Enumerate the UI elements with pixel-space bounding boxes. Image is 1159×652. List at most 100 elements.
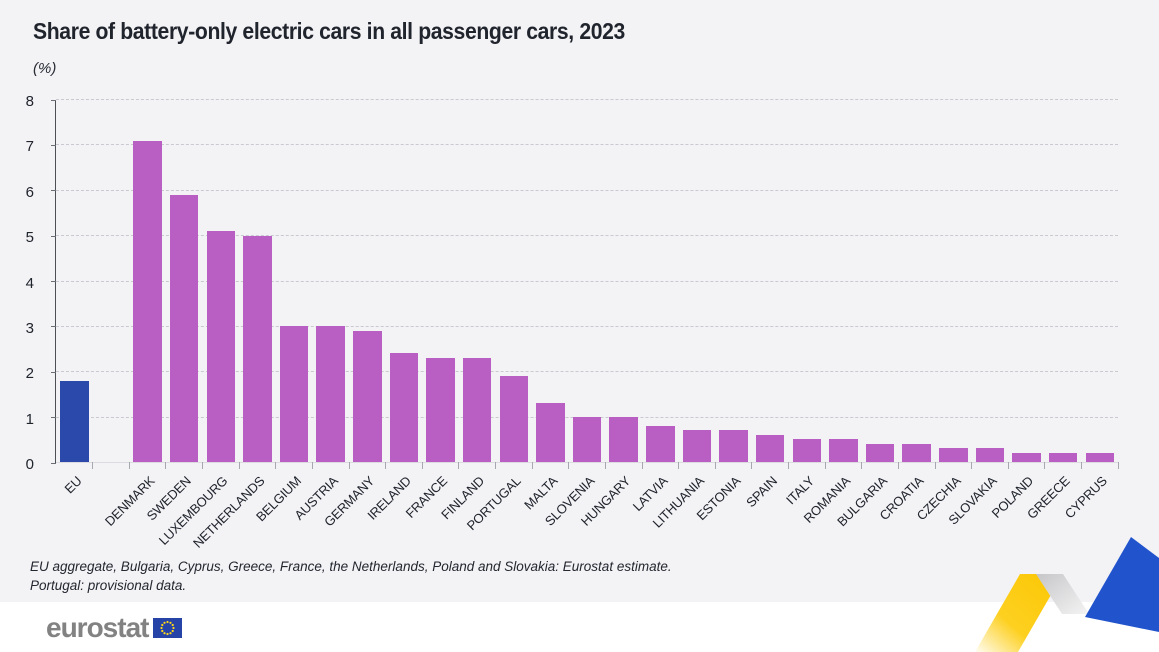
y-axis-tick-label: 6 bbox=[25, 183, 34, 201]
gridline bbox=[56, 99, 1118, 100]
eurostat-logo-text: eurostat bbox=[46, 612, 149, 643]
bar-eu[interactable] bbox=[60, 380, 89, 462]
bar-slot: FINLAND bbox=[438, 100, 496, 522]
footnote-line: EU aggregate, Bulgaria, Cyprus, Greece, … bbox=[30, 559, 672, 574]
x-axis-label: EU bbox=[61, 473, 85, 497]
y-axis-tick bbox=[51, 417, 56, 419]
bar-slot: ESTONIA bbox=[694, 100, 752, 523]
ribbon-gray-fold bbox=[1036, 574, 1089, 614]
y-axis-tick-label: 5 bbox=[25, 229, 34, 247]
bar-greece[interactable] bbox=[1048, 452, 1078, 462]
bar-slot: BULGARIA bbox=[834, 100, 899, 529]
y-axis-tick-label: 0 bbox=[25, 456, 34, 473]
bar-luxembourg[interactable] bbox=[206, 231, 236, 462]
bar-ireland[interactable] bbox=[389, 353, 419, 462]
bar-croatia[interactable] bbox=[902, 443, 931, 462]
bar-slot: FRANCE bbox=[403, 100, 459, 521]
footnote-line: Portugal: provisional data. bbox=[30, 578, 187, 593]
bar-poland[interactable] bbox=[1012, 452, 1041, 462]
bar-cyprus[interactable] bbox=[1085, 452, 1115, 462]
eurostat-trend-ribbon-graphic bbox=[975, 537, 1159, 652]
bar-slot: BELGIUM bbox=[253, 100, 313, 524]
y-axis-tick bbox=[51, 462, 56, 464]
bar-slot: MALTA bbox=[521, 100, 569, 512]
bar-slot: POLAND bbox=[989, 100, 1045, 521]
x-axis-label: ITALY bbox=[782, 473, 817, 508]
gridline bbox=[56, 189, 1118, 191]
bars-row: EU DENMARK SWEDEN LUXEMBOURG NETHERLANDS BELG… bbox=[56, 100, 1119, 551]
bar-france[interactable] bbox=[426, 357, 455, 462]
y-axis-tick-label: 7 bbox=[25, 138, 34, 156]
eurostat-logo[interactable]: eurostat bbox=[46, 612, 183, 643]
eu-flag-stars bbox=[160, 620, 176, 636]
bar-slovakia[interactable] bbox=[975, 448, 1005, 462]
bar-estonia[interactable] bbox=[719, 430, 748, 462]
bar-slot: DENMARK bbox=[102, 100, 166, 529]
y-axis-tick bbox=[51, 190, 56, 192]
bar-portugal[interactable] bbox=[499, 376, 529, 462]
bar-czechia[interactable] bbox=[939, 448, 968, 462]
bar-germany[interactable] bbox=[353, 330, 382, 462]
ribbon-blue-band bbox=[1085, 537, 1159, 632]
bar-slot: HUNGARY bbox=[578, 100, 643, 529]
gridline bbox=[56, 280, 1118, 282]
bar-slot: GERMANY bbox=[321, 100, 386, 529]
y-axis-tick bbox=[51, 235, 56, 237]
y-axis-tick-label: 8 bbox=[25, 93, 34, 110]
footer-strip bbox=[0, 602, 1159, 652]
y-axis-tick-label: 3 bbox=[25, 319, 34, 337]
y-axis-tick bbox=[51, 144, 56, 146]
bar-slot: ROMANIA bbox=[801, 100, 862, 526]
gridline bbox=[56, 235, 1118, 237]
bar-slot: SWEDEN bbox=[144, 100, 203, 523]
y-axis-tick bbox=[51, 281, 56, 282]
bar-romania[interactable] bbox=[829, 439, 858, 462]
footnotes: EU aggregate, Bulgaria, Cyprus, Greece, … bbox=[30, 557, 672, 595]
bar-slot: CZECHIA bbox=[913, 100, 972, 523]
bar-slot: NETHERLANDS bbox=[190, 100, 276, 551]
bar-hungary[interactable] bbox=[609, 416, 638, 462]
bar-slot: IRELAND bbox=[364, 100, 423, 523]
bar-slot: SLOVAKIA bbox=[946, 100, 1009, 528]
bar-denmark[interactable] bbox=[133, 140, 162, 462]
bar-austria[interactable] bbox=[316, 326, 345, 462]
y-axis-tick bbox=[51, 99, 56, 101]
y-axis-tick bbox=[51, 371, 56, 373]
bar-malta[interactable] bbox=[536, 403, 565, 462]
bar-slot: SLOVENIA bbox=[541, 100, 606, 529]
unit-label: (%) bbox=[33, 60, 57, 77]
gridline bbox=[56, 371, 1118, 373]
gridline bbox=[56, 144, 1118, 146]
bar-slot: ITALY bbox=[783, 100, 826, 507]
plot-area: EU DENMARK SWEDEN LUXEMBOURG NETHERLANDS BELG… bbox=[51, 99, 1119, 551]
bar-slot: PORTUGAL bbox=[464, 100, 533, 533]
bar-slot: LUXEMBOURG bbox=[156, 100, 240, 548]
bar-slot: CROATIA bbox=[877, 100, 936, 523]
bar-spain[interactable] bbox=[755, 434, 785, 462]
bar-slot-gap bbox=[93, 100, 130, 469]
bar-lithuania[interactable] bbox=[682, 430, 712, 462]
bar-latvia[interactable] bbox=[646, 425, 675, 462]
x-axis-label: SPAIN bbox=[743, 473, 781, 511]
bar-slot: GREECE bbox=[1025, 100, 1082, 522]
y-axis-tick-label: 2 bbox=[25, 365, 34, 383]
y-axis-tick-label: 1 bbox=[25, 410, 34, 428]
bar-slovenia[interactable] bbox=[572, 416, 602, 462]
ribbon-yellow-band bbox=[975, 574, 1063, 652]
bar-italy[interactable] bbox=[792, 439, 822, 462]
bar-bulgaria[interactable] bbox=[865, 443, 895, 462]
bar-slot: EU bbox=[56, 100, 93, 496]
bar-finland[interactable] bbox=[462, 357, 492, 462]
bar-slot: LATVIA bbox=[629, 100, 679, 514]
bar-slot: AUSTRIA bbox=[291, 100, 350, 523]
bar-slot: SPAIN bbox=[743, 100, 789, 510]
x-axis-label: DENMARK bbox=[101, 473, 158, 529]
gridline bbox=[56, 325, 1118, 327]
bar-netherlands[interactable] bbox=[243, 235, 272, 462]
bar-slot: LITHUANIA bbox=[649, 100, 716, 531]
chart-title: Share of battery-only electric cars in a… bbox=[33, 18, 625, 44]
bar-belgium[interactable] bbox=[279, 326, 309, 462]
eu-flag-icon bbox=[153, 618, 183, 638]
bar-sweden[interactable] bbox=[169, 195, 199, 462]
